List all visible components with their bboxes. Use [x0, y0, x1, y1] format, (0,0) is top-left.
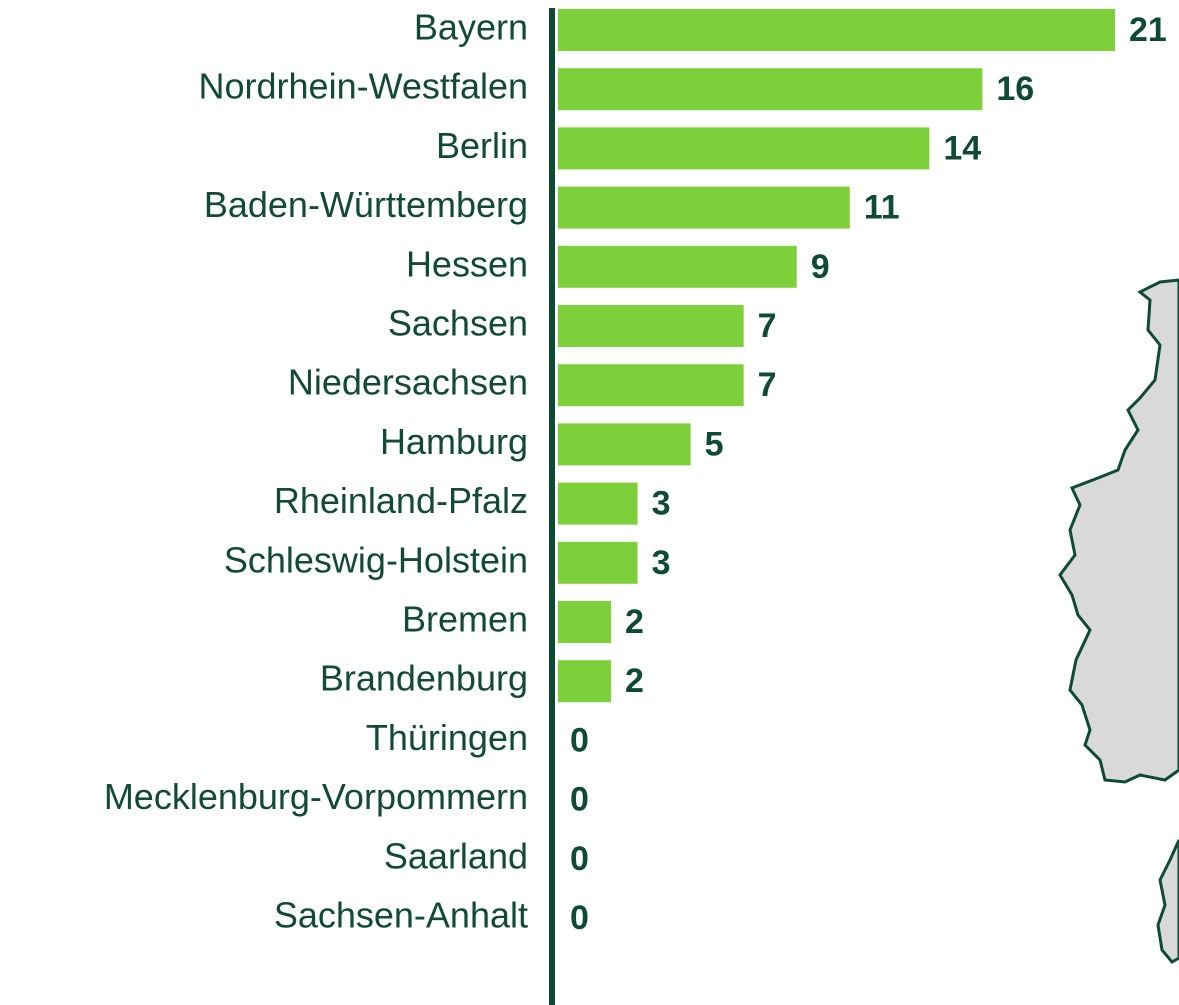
bar	[558, 660, 612, 703]
value-label: 0	[570, 781, 589, 819]
bar	[558, 127, 930, 170]
bar	[558, 601, 612, 643]
bar	[558, 482, 638, 525]
value-label: 5	[705, 425, 724, 463]
value-label: 0	[570, 840, 589, 878]
value-label: 7	[758, 366, 777, 404]
bar	[558, 423, 691, 466]
category-label: Bayern	[414, 7, 528, 48]
value-label: 0	[570, 721, 589, 759]
category-label: Sachsen	[388, 303, 528, 344]
value-label: 14	[943, 129, 981, 167]
category-label: Berlin	[436, 125, 528, 166]
bar	[558, 541, 638, 584]
value-label: 2	[625, 603, 644, 641]
category-label: Bremen	[402, 599, 528, 640]
category-label: Schleswig-Holstein	[224, 539, 528, 580]
value-label: 11	[864, 189, 900, 227]
bar	[558, 68, 983, 111]
category-label: Thüringen	[366, 717, 528, 758]
map-decoration	[1156, 839, 1179, 964]
category-label: Hamburg	[380, 421, 528, 462]
category-label: Baden-Württemberg	[204, 184, 528, 225]
value-label: 3	[652, 485, 671, 523]
category-label: Niedersachsen	[288, 362, 528, 403]
value-label: 2	[625, 662, 644, 700]
category-label: Brandenburg	[320, 658, 528, 699]
bar	[558, 186, 850, 229]
category-label: Nordrhein-Westfalen	[199, 66, 528, 107]
value-label: 7	[758, 307, 777, 345]
value-label: 3	[652, 544, 671, 582]
category-label: Rheinland-Pfalz	[274, 480, 528, 521]
category-label: Hessen	[406, 243, 528, 284]
bar	[558, 245, 797, 288]
map-decoration	[1058, 278, 1179, 784]
category-label: Sachsen-Anhalt	[274, 895, 528, 936]
bar	[558, 305, 744, 347]
value-label: 16	[996, 70, 1034, 108]
bar	[558, 9, 1115, 51]
bar	[558, 364, 744, 407]
category-label: Mecklenburg-Vorpommern	[104, 776, 528, 817]
value-label: 9	[811, 248, 830, 286]
value-label: 0	[570, 899, 589, 937]
category-label: Saarland	[384, 835, 528, 876]
value-label: 21	[1129, 11, 1167, 49]
